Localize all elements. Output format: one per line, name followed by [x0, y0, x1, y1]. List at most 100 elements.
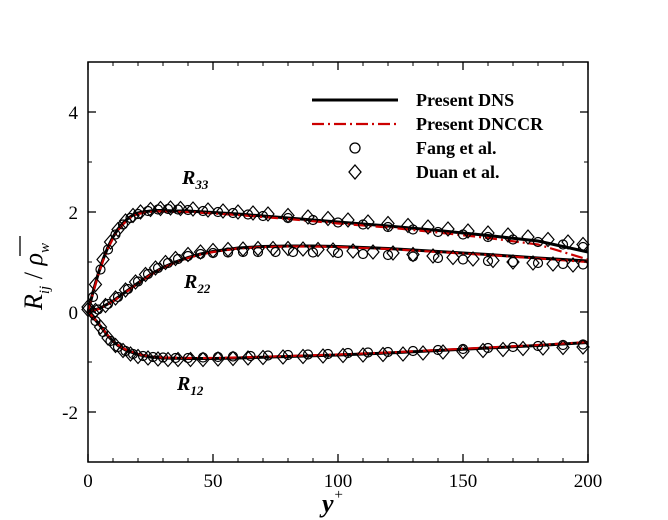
- point-duan-r33: [186, 201, 200, 217]
- point-duan-r33: [103, 234, 118, 250]
- point-duan-r12: [476, 342, 490, 359]
- point-duan-r12: [496, 341, 510, 358]
- y-tick-label: 2: [69, 203, 79, 224]
- point-duan-r33: [88, 276, 103, 293]
- point-duan-r22: [193, 244, 208, 260]
- point-fang-r33: [142, 205, 154, 217]
- point-fang-r33: [242, 209, 254, 220]
- point-duan-r12: [196, 351, 210, 368]
- point-fang-r33: [182, 204, 194, 216]
- point-duan-r12: [456, 343, 470, 360]
- point-duan-r33: [481, 225, 495, 241]
- point-fang-r33: [432, 226, 444, 238]
- point-duan-r33: [321, 210, 335, 227]
- point-duan-r12: [416, 345, 430, 361]
- y-tick-label: -2: [62, 403, 78, 424]
- point-duan-r22: [221, 241, 235, 258]
- point-duan-r22: [118, 282, 133, 298]
- series-layer: [81, 200, 590, 368]
- point-duan-r12: [276, 349, 290, 365]
- point-duan-r33: [361, 214, 375, 230]
- point-fang-r12: [532, 340, 544, 352]
- point-duan-r22: [108, 290, 123, 306]
- point-fang-r33: [382, 221, 394, 233]
- annotation-r12: R12: [176, 373, 204, 398]
- legend-label: Fang et al.: [416, 138, 497, 158]
- point-duan-r22: [311, 241, 325, 258]
- point-duan-r33: [576, 236, 590, 253]
- point-duan-r22: [128, 274, 143, 290]
- point-fang-r22: [252, 246, 264, 258]
- point-fang-r12: [245, 350, 256, 362]
- point-duan-r12: [226, 350, 240, 367]
- point-fang-r33: [332, 217, 344, 228]
- point-duan-r22: [526, 255, 540, 271]
- point-duan-r33: [421, 219, 435, 235]
- y-tick-label: 0: [69, 303, 79, 324]
- point-fang-r33: [132, 208, 144, 220]
- point-duan-r33: [143, 201, 158, 218]
- point-duan-r22: [366, 244, 380, 260]
- point-duan-r12: [141, 350, 155, 366]
- point-duan-r33: [561, 234, 575, 250]
- svg-text:Rij / ρw: Rij / ρw: [19, 243, 53, 311]
- point-duan-r12: [183, 351, 198, 368]
- point-fang-r22: [457, 254, 469, 265]
- point-duan-r12: [436, 344, 450, 360]
- point-duan-r33: [381, 215, 395, 232]
- point-duan-r12: [116, 342, 130, 359]
- legend-item-duan-et-al: Duan et al.: [348, 162, 500, 182]
- legend-swatch: [348, 164, 362, 180]
- point-fang-r12: [147, 351, 159, 363]
- point-duan-r22: [406, 246, 420, 263]
- point-fang-r33: [197, 205, 209, 217]
- point-duan-r12: [396, 346, 410, 362]
- point-duan-r12: [296, 348, 310, 365]
- legend-item-present-dnccr: Present DNCCR: [312, 114, 544, 134]
- point-duan-r12: [101, 330, 115, 346]
- point-fang-r22: [432, 252, 444, 264]
- point-duan-r12: [576, 339, 590, 355]
- point-duan-r33: [541, 231, 555, 248]
- point-duan-r22: [466, 251, 480, 267]
- point-duan-r22: [251, 240, 265, 257]
- point-fang-r12: [157, 352, 169, 363]
- legend-label: Present DNS: [416, 90, 514, 110]
- point-duan-r22: [281, 240, 295, 257]
- series-fang-et-al: [87, 203, 589, 364]
- annotation-r33: R33: [181, 167, 209, 192]
- point-duan-r12: [556, 339, 570, 356]
- point-duan-r12: [316, 348, 330, 364]
- point-fang-r22: [357, 248, 369, 260]
- point-duan-r22: [266, 240, 280, 257]
- point-duan-r33: [231, 204, 245, 220]
- point-fang-r12: [262, 350, 274, 361]
- tick-layer: 0 50 100 150 200 -2 0 2 4: [62, 62, 602, 492]
- point-fang-r33: [95, 264, 106, 275]
- point-duan-r12: [123, 346, 138, 362]
- point-duan-r22: [158, 254, 173, 271]
- x-tick-label: 0: [83, 471, 93, 492]
- line-present-dns-r33: [86, 209, 589, 313]
- point-duan-r22: [236, 241, 250, 257]
- point-fang-r22: [532, 257, 544, 269]
- point-fang-r12: [282, 349, 294, 361]
- point-fang-r12: [322, 348, 334, 360]
- point-duan-r33: [111, 221, 125, 238]
- point-duan-r22: [296, 241, 310, 257]
- point-fang-r22: [102, 298, 114, 310]
- point-duan-r33: [301, 209, 315, 225]
- point-duan-r22: [206, 242, 220, 259]
- point-duan-r22: [386, 245, 400, 261]
- point-duan-r12: [151, 351, 165, 367]
- point-duan-r12: [356, 347, 370, 363]
- point-fang-r12: [105, 335, 116, 347]
- point-fang-r33: [507, 234, 519, 245]
- point-fang-r33: [227, 207, 239, 219]
- point-duan-r33: [341, 212, 355, 228]
- point-duan-r12: [211, 351, 225, 367]
- point-fang-r33: [212, 206, 224, 218]
- point-duan-r12: [516, 340, 530, 357]
- point-duan-r22: [446, 249, 460, 266]
- point-fang-r22: [382, 249, 394, 261]
